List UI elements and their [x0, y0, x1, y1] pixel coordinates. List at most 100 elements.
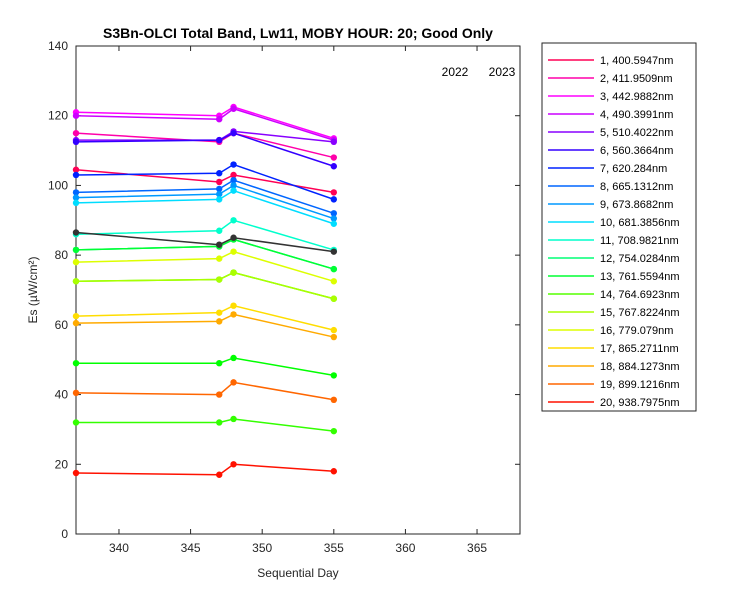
data-point	[216, 196, 223, 203]
data-point	[72, 312, 80, 320]
data-point	[216, 391, 223, 398]
series-line	[76, 357, 334, 377]
data-point	[330, 210, 338, 217]
data-point	[216, 190, 223, 198]
axis-ticks: 340 345 350 355 360 365 0 20 40 60 80 100 120 140	[48, 39, 520, 555]
data-point	[330, 220, 338, 227]
data-point	[72, 171, 80, 179]
legend-label: 13, 761.5594nm	[600, 271, 680, 283]
data-point	[72, 166, 80, 173]
data-point	[216, 227, 223, 234]
data-point	[216, 360, 223, 367]
series-line	[75, 250, 335, 283]
chart-title: S3Bn-OLCI Total Band, Lw11, MOBY HOUR: 2…	[103, 25, 493, 41]
data-point	[216, 241, 223, 248]
data-point	[72, 419, 80, 426]
x-tick-label: 360	[395, 541, 415, 555]
x-tick-label: 350	[252, 541, 272, 555]
data-point	[216, 255, 223, 262]
y-tick-label: 120	[48, 109, 68, 123]
year-labels: 2022 2023	[442, 65, 516, 79]
series-line	[75, 463, 334, 476]
series-21	[72, 354, 338, 379]
data-point	[72, 112, 80, 119]
data-point	[72, 360, 80, 367]
y-tick-label: 40	[55, 388, 69, 402]
series-20	[72, 461, 338, 478]
legend-label: 19, 899.1216nm	[600, 379, 680, 391]
series-8	[72, 177, 338, 217]
series-17	[72, 302, 338, 334]
legend-box	[541, 42, 697, 412]
series-line	[75, 238, 335, 270]
y-tick-label: 80	[55, 248, 69, 262]
data-point	[330, 372, 338, 379]
series-line	[75, 179, 335, 215]
data-point	[72, 469, 80, 477]
legend-label: 12, 754.0284nm	[600, 253, 680, 265]
data-point	[72, 278, 80, 285]
series-line	[75, 313, 334, 338]
data-point	[216, 136, 223, 144]
year-label: 2023	[489, 65, 516, 79]
series-line	[75, 381, 334, 401]
series-22	[72, 415, 338, 435]
data-point	[330, 333, 338, 341]
year-label: 2022	[442, 65, 469, 79]
series-18	[72, 311, 338, 341]
series-16	[72, 248, 338, 285]
data-point	[216, 116, 223, 123]
data-point	[72, 129, 80, 137]
data-point	[330, 295, 338, 302]
series-10	[72, 187, 338, 227]
data-point	[230, 415, 237, 423]
data-point	[216, 419, 223, 426]
y-tick-label: 140	[48, 39, 68, 53]
legend-label: 2, 411.9509nm	[600, 73, 673, 85]
data-point	[330, 248, 338, 255]
data-point	[230, 177, 237, 184]
data-point	[230, 354, 237, 362]
series-7	[72, 161, 338, 203]
x-tick-label: 365	[467, 541, 487, 555]
series-line	[75, 168, 334, 194]
series-line	[75, 219, 335, 251]
legend-label: 17, 865.2711nm	[600, 343, 679, 355]
series-9	[72, 182, 338, 222]
data-point	[216, 309, 223, 316]
data-point	[330, 196, 338, 203]
x-axis-title: Sequential Day	[257, 566, 338, 580]
data-point	[230, 311, 237, 318]
series-line	[75, 107, 335, 141]
legend-label: 14, 764.6923nm	[600, 289, 680, 301]
data-point	[230, 302, 237, 309]
series-line	[75, 189, 335, 225]
data-point	[72, 138, 80, 146]
series-line	[75, 304, 334, 331]
legend-label: 20, 938.7975nm	[600, 397, 680, 409]
series-line	[75, 132, 335, 167]
series-line	[76, 418, 334, 432]
y-axis-title: Es (µW/cm²)	[26, 257, 40, 324]
legend-label: 9, 673.8682nm	[600, 199, 673, 211]
data-point	[230, 234, 237, 241]
legend-label: 15, 767.8224nm	[600, 307, 680, 319]
series-19	[72, 379, 338, 403]
data-point	[330, 215, 338, 222]
data-point	[216, 276, 223, 283]
data-point	[230, 269, 237, 276]
legend-label: 11, 708.9821nm	[600, 235, 679, 247]
series-line	[75, 271, 334, 300]
data-point	[330, 138, 338, 146]
data-point	[72, 229, 80, 236]
y-tick-label: 0	[61, 527, 68, 541]
data-point	[230, 129, 237, 137]
data-point	[330, 278, 338, 285]
data-point	[72, 258, 80, 266]
data-point	[230, 379, 237, 386]
series-line	[75, 163, 335, 201]
legend-label: 16, 779.079nm	[600, 325, 673, 337]
data-point	[230, 182, 237, 189]
x-tick-label: 345	[181, 541, 201, 555]
